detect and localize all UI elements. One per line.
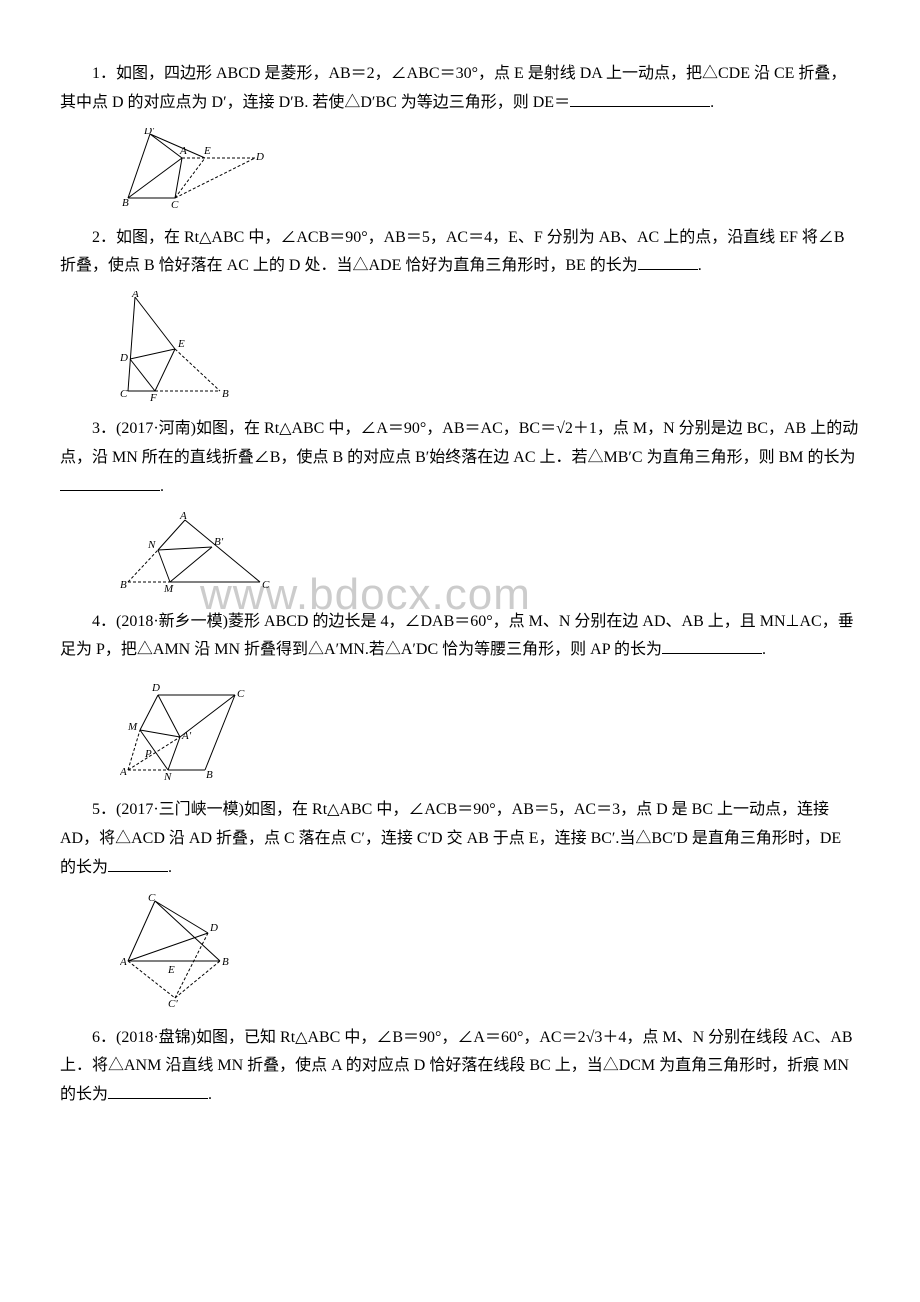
svg-text:B: B	[206, 769, 213, 781]
document-content: 1．如图，四边形 ABCD 是菱形，AB＝2，∠ABC＝30°，点 E 是射线 …	[60, 60, 860, 1110]
svg-text:D: D	[120, 352, 128, 364]
svg-text:A: A	[120, 766, 127, 778]
period: .	[762, 641, 766, 658]
svg-text:F: F	[149, 392, 157, 401]
problem-source: (2017·河南)	[116, 420, 196, 437]
svg-text:C: C	[262, 579, 270, 591]
problem-source: (2018·盘锦)	[116, 1029, 196, 1046]
problem-4: 4．(2018·新乡一模)菱形 ABCD 的边长是 4，∠DAB＝60°，点 M…	[60, 608, 860, 666]
problem-source: (2018·新乡一模)	[116, 613, 228, 630]
problem-text: ．如图，四边形 ABCD 是菱形，AB＝2，∠ABC＝30°，点 E 是射线 D…	[60, 65, 846, 111]
svg-text:D′: D′	[143, 128, 155, 137]
svg-text:M: M	[127, 721, 138, 733]
svg-text:C: C	[237, 688, 245, 700]
problem-number: 3	[92, 420, 100, 437]
svg-text:A: A	[179, 512, 187, 522]
answer-blank	[108, 1082, 208, 1099]
svg-text:B′: B′	[214, 536, 224, 548]
figure-4: A B C D M N P A′	[120, 675, 860, 782]
period: .	[168, 859, 172, 876]
answer-blank	[60, 474, 160, 491]
svg-text:N: N	[163, 771, 172, 782]
svg-text:B: B	[120, 579, 127, 591]
problem-number: 4	[92, 613, 100, 630]
svg-text:B: B	[122, 197, 129, 209]
problem-3: 3．(2017·河南)如图，在 Rt△ABC 中，∠A＝90°，AB＝AC，BC…	[60, 415, 860, 501]
svg-text:C′: C′	[168, 998, 178, 1010]
figure-1: B C A D D′ E	[120, 128, 860, 210]
answer-blank	[570, 90, 710, 107]
svg-text:P: P	[144, 748, 152, 760]
figure-5: A B C D E C′	[120, 893, 860, 1010]
svg-text:D: D	[255, 151, 264, 163]
svg-text:C: C	[148, 893, 156, 904]
problem-6: 6．(2018·盘锦)如图，已知 Rt△ABC 中，∠B＝90°，∠A＝60°，…	[60, 1024, 860, 1110]
svg-text:A′: A′	[181, 730, 192, 742]
svg-text:M: M	[163, 583, 174, 594]
figure-2: A C B D E F	[120, 291, 860, 401]
svg-text:E: E	[177, 338, 185, 350]
answer-blank	[108, 855, 168, 872]
period: .	[710, 94, 714, 111]
svg-text:B: B	[222, 956, 229, 968]
problem-number: 6	[92, 1029, 100, 1046]
svg-text:D: D	[151, 682, 160, 694]
problem-number: 1	[92, 65, 100, 82]
figure-3: A B C M N B′	[120, 512, 860, 594]
svg-text:A: A	[179, 145, 187, 157]
svg-text:E: E	[203, 145, 211, 157]
period: .	[208, 1086, 212, 1103]
period: .	[698, 257, 702, 274]
svg-text:C: C	[120, 388, 128, 400]
problem-number: 5	[92, 801, 100, 818]
answer-blank	[638, 253, 698, 270]
problem-2: 2．如图，在 Rt△ABC 中，∠ACB＝90°，AB＝5，AC＝4，E、F 分…	[60, 224, 860, 282]
svg-text:C: C	[171, 199, 179, 210]
svg-text:A: A	[131, 291, 139, 300]
problem-1: 1．如图，四边形 ABCD 是菱形，AB＝2，∠ABC＝30°，点 E 是射线 …	[60, 60, 860, 118]
problem-text: ．如图，在 Rt△ABC 中，∠ACB＝90°，AB＝5，AC＝4，E、F 分别…	[60, 229, 845, 275]
problem-number: 2	[92, 229, 100, 246]
svg-text:B: B	[222, 388, 229, 400]
svg-text:D: D	[209, 922, 218, 934]
svg-text:A: A	[120, 956, 127, 968]
period: .	[160, 478, 164, 495]
svg-text:E: E	[167, 964, 175, 976]
problem-source: (2017·三门峡一模)	[116, 801, 244, 818]
answer-blank	[662, 637, 762, 654]
problem-5: 5．(2017·三门峡一模)如图，在 Rt△ABC 中，∠ACB＝90°，AB＝…	[60, 796, 860, 882]
svg-text:N: N	[147, 539, 156, 551]
